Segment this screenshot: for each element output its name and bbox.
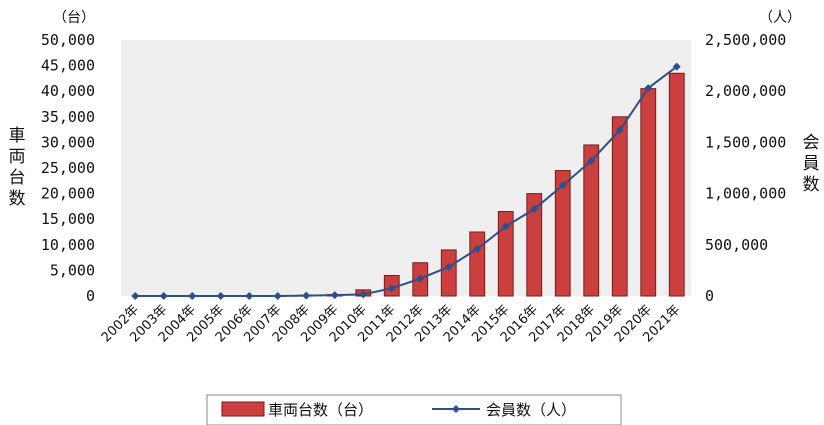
line-point — [159, 292, 168, 300]
bar-series — [269, 72, 685, 297]
bar — [611, 116, 628, 297]
line-point — [131, 292, 140, 300]
line-point — [615, 126, 624, 135]
line-point — [530, 204, 539, 213]
x-axis: 2002年2003年2004年2005年2006年2007年2008年2009年… — [99, 302, 684, 345]
y-left-tick-label: 30,000 — [41, 133, 95, 151]
y-right-title-char: 員 — [803, 154, 820, 174]
line-series — [131, 62, 681, 300]
line-point — [444, 262, 453, 271]
y-right-tick-label: 2,000,000 — [705, 82, 786, 100]
y-left-axis: 0 5,000 10,000 15,000 20,000 25,000 30,000 35,0… — [41, 31, 95, 305]
bar — [526, 193, 543, 297]
y-left-title-char: 数 — [9, 189, 26, 209]
line-point — [188, 292, 197, 300]
y-left-tick-label: 5,000 — [50, 261, 95, 279]
bar — [554, 170, 571, 297]
bar — [469, 231, 486, 297]
y-right-unit: （人） — [759, 10, 801, 26]
legend: 車両台数（台） 会員数（人） — [206, 394, 622, 425]
y-left-tick-label: 20,000 — [41, 185, 95, 203]
y-right-tick-label: 0 — [705, 287, 714, 305]
plot-area — [121, 40, 691, 296]
line-point — [273, 292, 282, 300]
legend-line-label: 会員数（人） — [486, 401, 576, 419]
legend-box — [206, 394, 622, 425]
member-line — [135, 65, 678, 297]
y-left-title: 車両台数 — [9, 126, 26, 209]
y-left-tick-label: 35,000 — [41, 108, 95, 126]
bar — [440, 249, 457, 297]
line-point — [245, 292, 254, 300]
y-left-tick-label: 0 — [86, 287, 95, 305]
bar — [583, 144, 600, 297]
y-right-title-char: 会 — [803, 133, 820, 153]
line-point — [387, 284, 396, 293]
legend-bar-swatch — [221, 401, 265, 417]
y-right-tick-label: 1,500,000 — [705, 133, 786, 151]
line-point — [473, 244, 482, 253]
y-right-title: 会員数 — [803, 133, 820, 195]
y-left-tick-label: 25,000 — [41, 159, 95, 177]
bar — [497, 211, 514, 297]
legend-bar-label: 車両台数（台） — [268, 401, 373, 419]
y-right-tick-label: 2,500,000 — [705, 31, 786, 49]
line-point — [330, 291, 339, 300]
y-left-title-char: 台 — [9, 168, 26, 188]
line-point — [587, 156, 596, 165]
y-right-tick-label: 1,000,000 — [705, 185, 786, 203]
line-point — [216, 292, 225, 300]
line-point — [359, 290, 368, 299]
y-left-tick-label: 50,000 — [41, 31, 95, 49]
y-left-title-char: 両 — [9, 147, 26, 167]
bar — [640, 88, 657, 297]
y-left-tick-label: 15,000 — [41, 210, 95, 228]
y-left-tick-label: 10,000 — [41, 236, 95, 254]
y-left-unit: （台） — [53, 10, 95, 26]
bar — [668, 72, 685, 297]
y-right-tick-label: 500,000 — [705, 236, 768, 254]
line-point — [416, 274, 425, 283]
y-left-tick-label: 40,000 — [41, 82, 95, 100]
line-point — [302, 291, 311, 300]
line-point — [501, 222, 510, 231]
line-point — [558, 181, 567, 190]
legend-line-marker — [452, 405, 460, 413]
y-left-tick-label: 45,000 — [41, 57, 95, 75]
y-left-title-char: 車 — [9, 126, 26, 146]
line-point — [644, 84, 653, 93]
y-right-title-char: 数 — [803, 175, 820, 195]
line-point — [672, 62, 681, 71]
y-right-axis: 0 500,000 1,000,000 1,500,000 2,000,000 2,500… — [705, 31, 786, 305]
